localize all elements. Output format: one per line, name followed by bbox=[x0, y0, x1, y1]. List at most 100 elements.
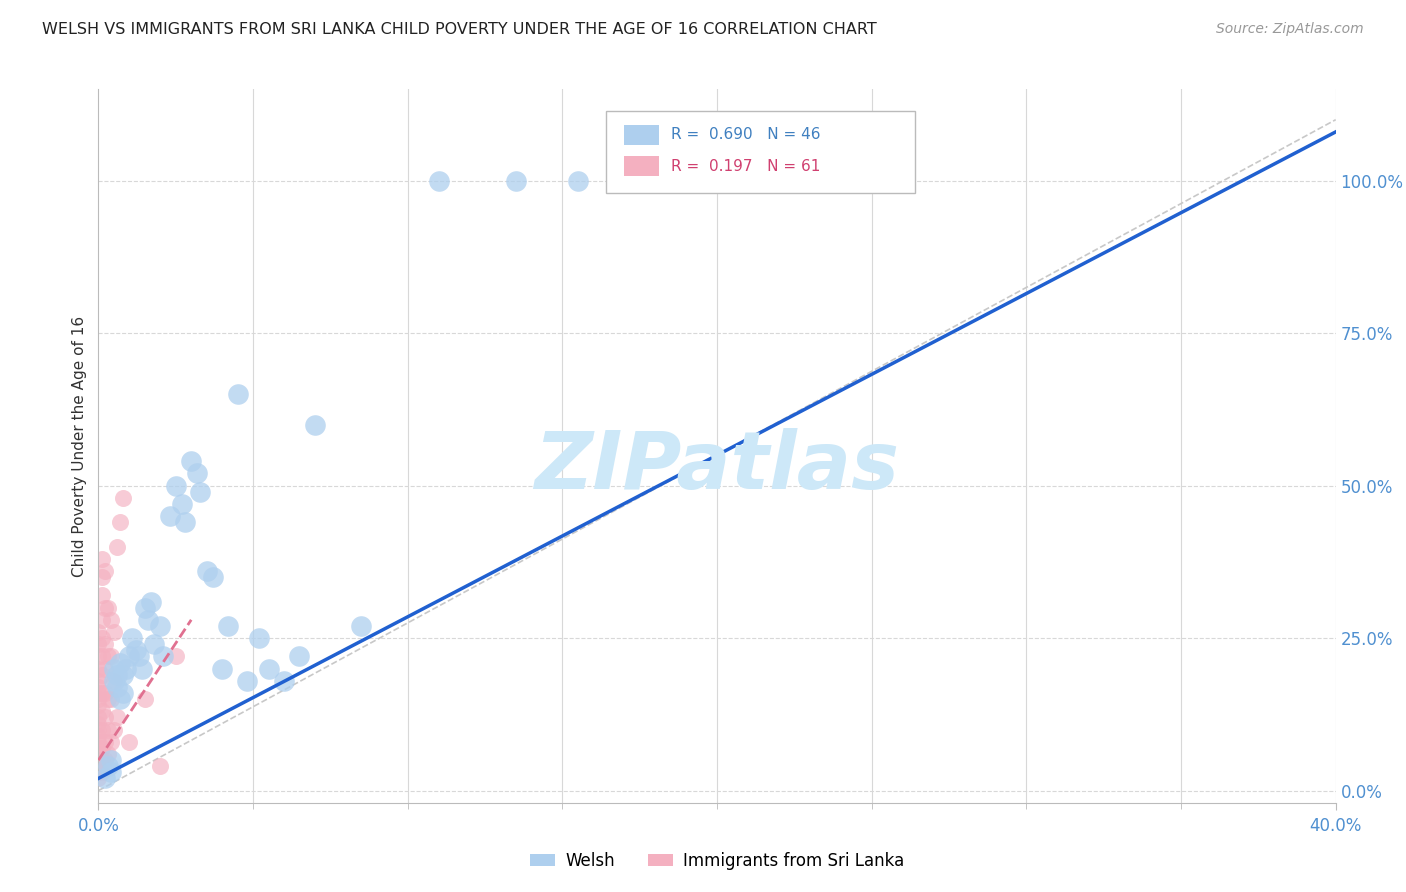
Point bbox=[186, 467, 208, 481]
Point bbox=[195, 564, 218, 578]
Text: WELSH VS IMMIGRANTS FROM SRI LANKA CHILD POVERTY UNDER THE AGE OF 16 CORRELATION: WELSH VS IMMIGRANTS FROM SRI LANKA CHILD… bbox=[42, 22, 877, 37]
Point bbox=[93, 662, 115, 676]
Point bbox=[115, 662, 138, 676]
Point bbox=[87, 710, 110, 724]
Bar bbox=[624, 156, 659, 177]
Point bbox=[174, 515, 197, 529]
Point bbox=[87, 753, 110, 767]
Point bbox=[90, 667, 112, 681]
Point bbox=[134, 600, 156, 615]
Point bbox=[304, 417, 326, 432]
Point bbox=[103, 673, 125, 688]
Point bbox=[90, 570, 112, 584]
Point bbox=[567, 174, 589, 188]
Point bbox=[217, 619, 239, 633]
Point bbox=[108, 515, 131, 529]
Point bbox=[100, 692, 122, 706]
Point bbox=[93, 772, 115, 786]
Point bbox=[93, 637, 115, 651]
Point bbox=[105, 540, 128, 554]
Point bbox=[97, 747, 120, 761]
Point bbox=[149, 759, 172, 773]
Text: R =  0.197   N = 61: R = 0.197 N = 61 bbox=[671, 159, 821, 174]
Point bbox=[103, 673, 125, 688]
Point bbox=[87, 772, 110, 786]
Point bbox=[211, 662, 233, 676]
Bar bbox=[624, 125, 659, 145]
Point bbox=[131, 662, 153, 676]
Point bbox=[87, 686, 110, 700]
Point bbox=[87, 680, 110, 694]
Point bbox=[103, 723, 125, 737]
Point bbox=[90, 649, 112, 664]
Point bbox=[103, 625, 125, 640]
Point bbox=[100, 649, 122, 664]
Legend: Welsh, Immigrants from Sri Lanka: Welsh, Immigrants from Sri Lanka bbox=[523, 846, 911, 877]
Point bbox=[180, 454, 202, 468]
Point bbox=[105, 680, 128, 694]
Point bbox=[108, 692, 131, 706]
Y-axis label: Child Poverty Under the Age of 16: Child Poverty Under the Age of 16 bbox=[72, 316, 87, 576]
Point bbox=[93, 564, 115, 578]
Point bbox=[97, 600, 120, 615]
Point bbox=[87, 759, 110, 773]
Point bbox=[112, 491, 135, 505]
Text: R =  0.690   N = 46: R = 0.690 N = 46 bbox=[671, 128, 821, 143]
Point bbox=[87, 662, 110, 676]
Point bbox=[105, 710, 128, 724]
Point bbox=[93, 600, 115, 615]
Point bbox=[121, 631, 143, 645]
Point bbox=[97, 692, 120, 706]
Point bbox=[100, 753, 122, 767]
Text: Source: ZipAtlas.com: Source: ZipAtlas.com bbox=[1216, 22, 1364, 37]
Point bbox=[93, 710, 115, 724]
Point bbox=[90, 704, 112, 718]
Point bbox=[236, 673, 259, 688]
Point bbox=[90, 551, 112, 566]
Point bbox=[97, 723, 120, 737]
Point bbox=[159, 509, 181, 524]
Point bbox=[87, 692, 110, 706]
Point bbox=[273, 673, 295, 688]
Point bbox=[90, 723, 112, 737]
Point bbox=[87, 735, 110, 749]
Point bbox=[90, 740, 112, 755]
Point bbox=[93, 686, 115, 700]
Point bbox=[90, 613, 112, 627]
FancyBboxPatch shape bbox=[606, 111, 915, 193]
Point bbox=[87, 716, 110, 731]
Point bbox=[87, 765, 110, 780]
Point bbox=[350, 619, 373, 633]
Point bbox=[90, 686, 112, 700]
Point bbox=[190, 484, 212, 499]
Point bbox=[165, 478, 187, 492]
Point bbox=[118, 649, 141, 664]
Point bbox=[103, 662, 125, 676]
Point bbox=[112, 667, 135, 681]
Point bbox=[201, 570, 224, 584]
Point bbox=[93, 735, 115, 749]
Point bbox=[93, 753, 115, 767]
Point bbox=[152, 649, 174, 664]
Point bbox=[87, 673, 110, 688]
Point bbox=[108, 656, 131, 670]
Point bbox=[288, 649, 311, 664]
Point bbox=[90, 753, 112, 767]
Point bbox=[226, 387, 249, 401]
Point bbox=[112, 686, 135, 700]
Point bbox=[97, 759, 120, 773]
Point bbox=[165, 649, 187, 664]
Point bbox=[118, 735, 141, 749]
Point bbox=[90, 589, 112, 603]
Point bbox=[247, 631, 270, 645]
Point bbox=[87, 729, 110, 743]
Point bbox=[134, 692, 156, 706]
Point bbox=[90, 631, 112, 645]
Point bbox=[505, 174, 527, 188]
Point bbox=[97, 649, 120, 664]
Point bbox=[87, 637, 110, 651]
Point bbox=[143, 637, 166, 651]
Point bbox=[87, 723, 110, 737]
Point bbox=[100, 735, 122, 749]
Point bbox=[87, 747, 110, 761]
